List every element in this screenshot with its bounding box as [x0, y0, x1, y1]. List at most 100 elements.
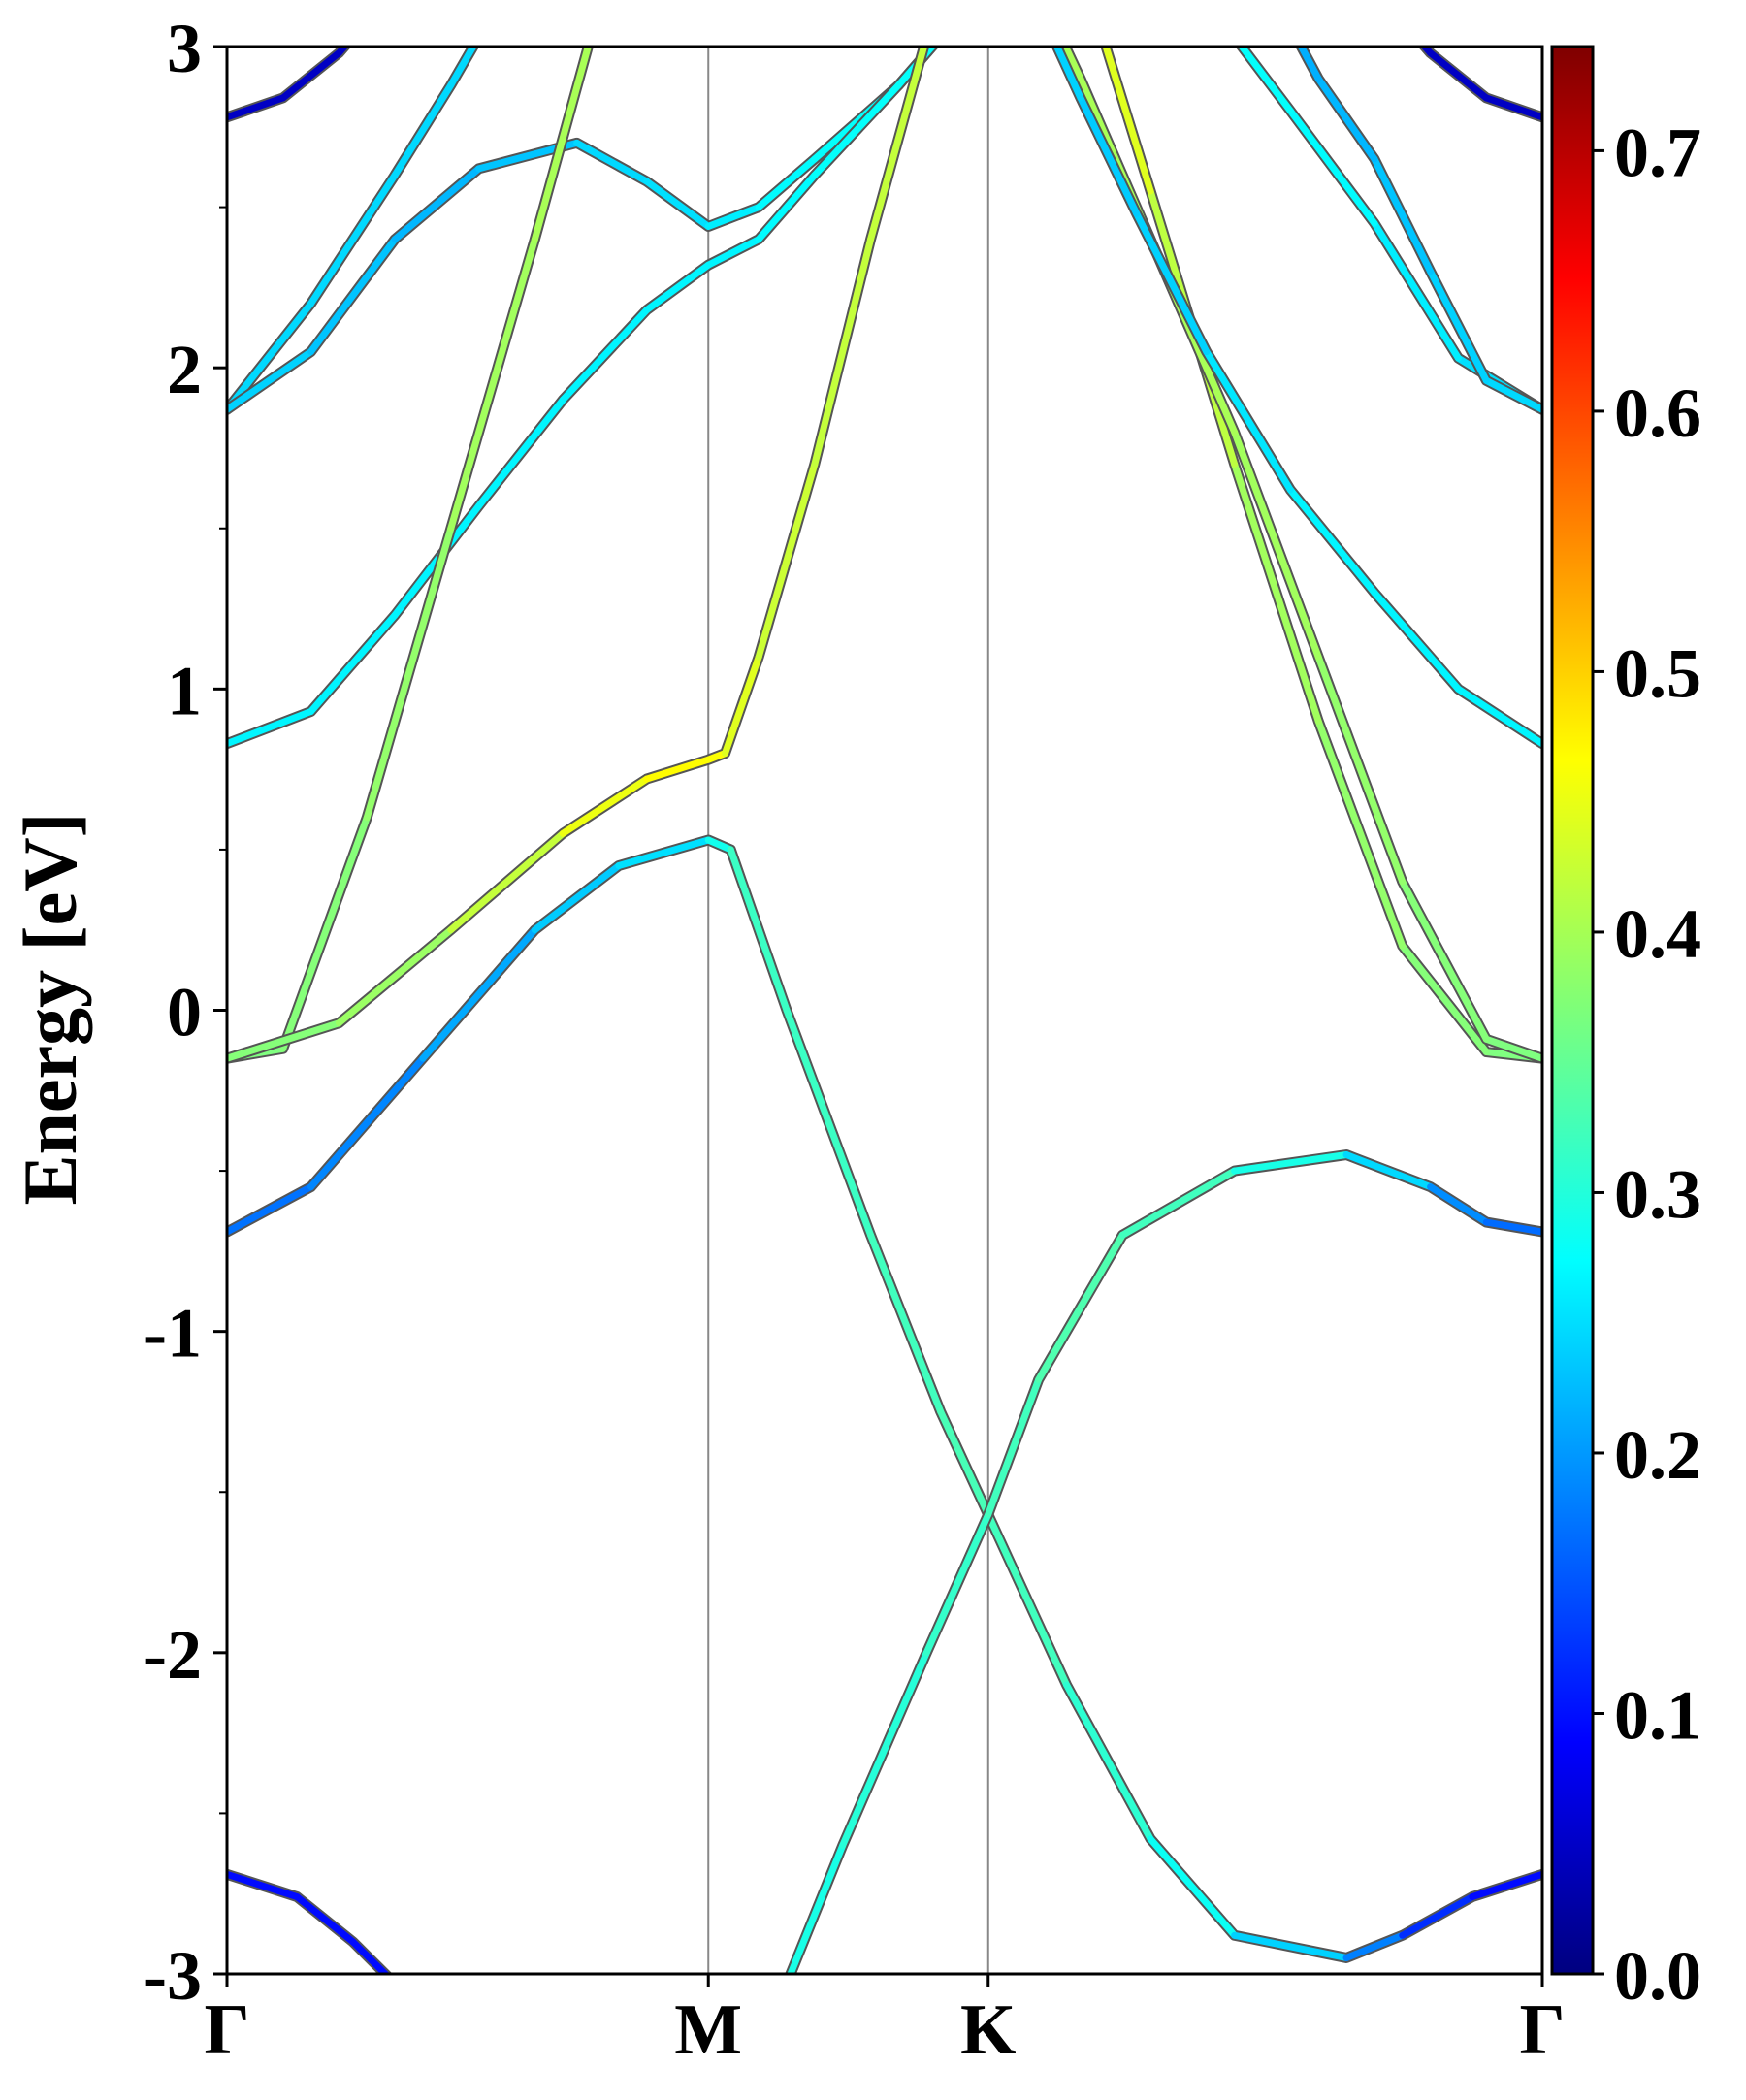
band-segment	[704, 836, 734, 854]
band-segment	[1231, 1931, 1350, 1961]
band-segment	[1286, 486, 1378, 597]
band-segment	[1342, 1151, 1435, 1191]
band-segment	[839, 1649, 930, 1850]
colorbar-tick-label: 0.0	[1614, 1937, 1701, 2015]
band-segment	[1371, 155, 1435, 275]
band-segment	[787, 1842, 847, 1974]
band-segment	[1427, 1183, 1490, 1226]
band-segment	[335, 926, 455, 1027]
band-segment	[1314, 653, 1406, 886]
band-segment	[1482, 94, 1542, 121]
band-outline	[227, 1868, 393, 1974]
band-segment	[1371, 219, 1462, 362]
band-segment	[722, 653, 762, 758]
band-segment	[307, 1054, 427, 1191]
band-segment	[447, 829, 566, 934]
band-outline	[227, 47, 595, 1064]
band-segment	[1133, 210, 1211, 356]
band-segment	[363, 525, 455, 822]
band-segment	[1482, 1218, 1542, 1236]
band-segment	[1035, 1231, 1126, 1383]
band-segment	[227, 300, 315, 413]
band-outline	[1059, 47, 1542, 1064]
band-segment	[755, 155, 819, 211]
band-segment	[1077, 94, 1141, 217]
band-segment	[1399, 1893, 1476, 1939]
band-segment	[1469, 1870, 1542, 1901]
band-segment	[1314, 717, 1406, 950]
band-segment	[1314, 75, 1378, 163]
band-segment	[1102, 47, 1154, 195]
band-segment	[643, 756, 712, 783]
y-tick-label: -3	[144, 1937, 202, 2015]
band-segment	[307, 236, 399, 356]
colorbar-tick-label: 0.6	[1614, 374, 1701, 452]
band-segment	[615, 836, 712, 869]
band-segment	[293, 1893, 357, 1946]
band-segment	[1297, 47, 1322, 82]
band-segment	[1063, 1681, 1154, 1843]
band-segment	[1231, 428, 1322, 661]
x-tick-label: Γ	[1519, 1990, 1565, 2070]
band-segment	[1237, 47, 1294, 114]
band-segment	[447, 47, 477, 89]
band-segment	[1147, 1835, 1239, 1939]
band-segment	[1231, 1151, 1350, 1175]
band-segment	[704, 236, 762, 269]
band-segment	[1203, 348, 1294, 494]
band-segment	[1118, 1167, 1239, 1239]
band-segment	[559, 307, 651, 404]
band-segment	[1420, 47, 1435, 57]
band-segment	[1482, 376, 1542, 413]
y-tick-label: 1	[167, 652, 202, 729]
band-segment	[1399, 942, 1490, 1056]
band-segment	[419, 926, 538, 1062]
colorbar-tick-label: 0.5	[1614, 634, 1701, 712]
colorbar	[1550, 45, 1595, 1976]
y-tick-label: 2	[167, 331, 202, 408]
band-outline	[227, 834, 1542, 1963]
colorbar-tick-label: 0.1	[1614, 1676, 1701, 1754]
band-segment	[985, 1375, 1043, 1518]
y-tick-label: 3	[167, 10, 202, 87]
band-segment	[1061, 47, 1084, 82]
band-outline	[227, 47, 352, 123]
band-outline	[1100, 47, 1542, 1064]
band-segment	[643, 178, 712, 230]
band-segment	[1427, 49, 1490, 102]
band-segment	[937, 1407, 992, 1518]
high-symmetry-lines	[707, 47, 989, 1974]
band-segment	[867, 1231, 945, 1415]
band-segment	[704, 204, 762, 230]
colorbar-ticks: 0.0 0.1 0.2 0.3 0.4 0.5 0.6 0.7	[1593, 113, 1701, 2015]
colorbar-tick-label: 0.3	[1614, 1155, 1701, 1233]
band-segment	[1427, 268, 1490, 384]
band-segment	[1342, 1931, 1406, 1961]
band-segment	[227, 1183, 315, 1236]
band-segment	[391, 165, 483, 243]
bands	[227, 47, 1542, 1974]
band-segment	[349, 1938, 391, 1974]
y-tick-label: 0	[167, 974, 202, 1051]
band-segment	[307, 611, 399, 716]
band-segment	[755, 171, 819, 243]
band-segment	[811, 81, 902, 178]
band-segment	[1482, 1035, 1542, 1062]
band-segment	[1231, 461, 1322, 725]
band-segment	[1371, 589, 1462, 693]
x-tick-label: K	[960, 1990, 1017, 2070]
band-segment	[867, 47, 928, 243]
band-segment	[985, 1510, 1071, 1689]
band-segment	[755, 461, 819, 661]
band-segment	[307, 171, 399, 307]
band-segment	[391, 81, 455, 178]
band-outline	[227, 47, 480, 415]
y-axis-label: Energy [eV]	[8, 812, 92, 1205]
band-outline	[1295, 47, 1542, 415]
colorbar-tick-label: 0.4	[1614, 895, 1701, 973]
band-segment	[573, 139, 651, 185]
band-segment	[227, 1870, 301, 1901]
